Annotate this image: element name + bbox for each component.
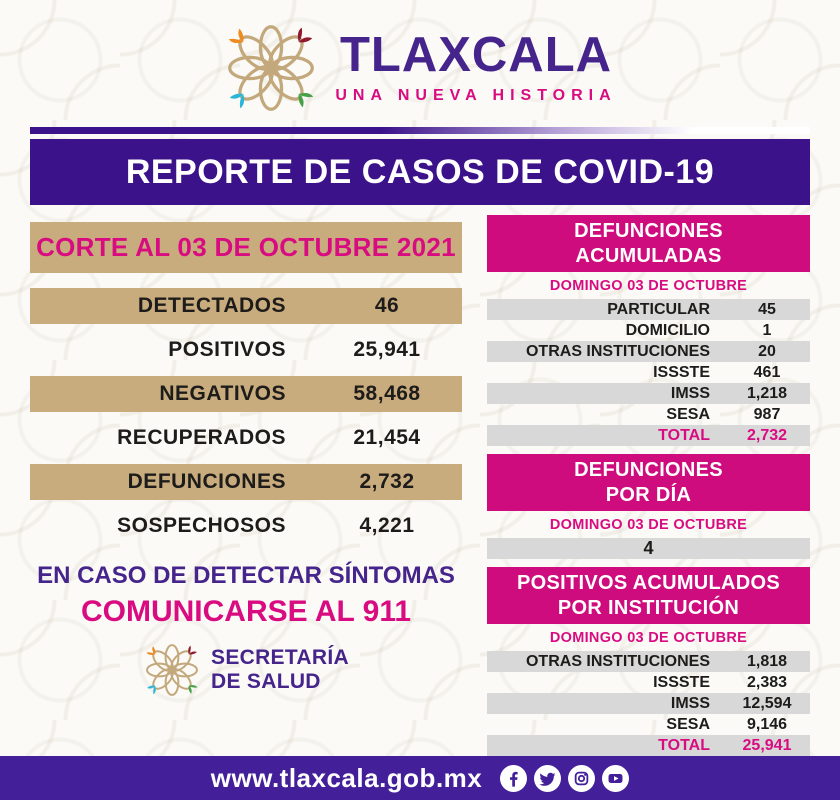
section-banner-positivos-acumulados: POSITIVOS ACUMULADOS POR INSTITUCIÓN	[487, 567, 810, 624]
table-row: IMSS 12,594	[487, 693, 810, 714]
gradient-stripe	[30, 127, 810, 134]
row-label: IMSS	[670, 384, 710, 402]
section-banner-defunciones-acumuladas: DEFUNCIONES ACUMULADAS	[487, 215, 810, 272]
footer-bar: www.tlaxcala.gob.mx	[0, 756, 840, 800]
logo-tagline: UNA NUEVA HISTORIA	[335, 87, 617, 104]
report-title: REPORTE DE CASOS DE COVID-19	[125, 152, 715, 191]
row-value: 2,732	[746, 426, 788, 444]
cutoff-date-label: CORTE AL 03 DE OCTUBRE 2021	[36, 232, 456, 262]
row-label: PARTICULAR	[607, 300, 710, 318]
row-value: 12,594	[742, 694, 792, 712]
row-value: 25,941	[742, 736, 792, 754]
section-title-line: POR INSTITUCIÓN	[557, 596, 740, 619]
instagram-icon[interactable]	[568, 764, 596, 792]
table-row: ISSSTE 2,383	[487, 672, 810, 693]
youtube-icon[interactable]	[602, 764, 630, 792]
section-date: DOMINGO 03 DE OCTUBRE	[549, 517, 748, 533]
table-row: OTRAS INSTITUCIONES 1,818	[487, 651, 810, 672]
row-value: 45	[758, 300, 776, 318]
row-label: SESA	[666, 405, 710, 423]
table-row: DEFUNCIONES 2,732	[30, 464, 462, 500]
stat-value: 2,732	[359, 470, 415, 493]
table-row: SOSPECHOSOS 4,221	[30, 508, 462, 544]
row-value: 9,146	[746, 715, 788, 733]
table-row: OTRAS INSTITUCIONES 20	[487, 341, 810, 362]
table-row: SESA 987	[487, 404, 810, 425]
row-label: ISSSTE	[653, 673, 710, 691]
table-row: DETECTADOS 46	[30, 288, 462, 324]
defunciones-acumuladas-table: PARTICULAR 45 DOMICILIO 1 OTRAS INSTITUC…	[487, 299, 810, 446]
section-date: DOMINGO 03 DE OCTUBRE	[549, 630, 748, 646]
stat-value: 21,454	[353, 426, 421, 449]
table-row: DOMICILIO 1	[487, 320, 810, 341]
right-panel: DEFUNCIONES ACUMULADAS DOMINGO 03 DE OCT…	[487, 215, 810, 756]
stat-label: DETECTADOS	[137, 294, 286, 317]
stat-label: NEGATIVOS	[159, 382, 286, 405]
row-label: ISSSTE	[653, 363, 710, 381]
report-title-banner: REPORTE DE CASOS DE COVID-19	[30, 139, 810, 205]
stat-value: 25,941	[353, 338, 421, 361]
section-title-line: POR DÍA	[605, 483, 692, 506]
stat-label: DEFUNCIONES	[127, 470, 286, 493]
stat-label: RECUPERADOS	[117, 426, 286, 449]
stat-value: 4,221	[359, 514, 415, 537]
row-value: 2,383	[746, 673, 788, 691]
tlaxcala-flower-icon	[228, 25, 315, 111]
row-label: OTRAS INSTITUCIONES	[525, 652, 710, 670]
section-banner-defunciones-por-dia: DEFUNCIONES POR DÍA	[487, 454, 810, 511]
table-row: POSITIVOS 25,941	[30, 332, 462, 368]
website-link[interactable]: www.tlaxcala.gob.mx	[210, 762, 483, 793]
cutoff-date-banner: CORTE AL 03 DE OCTUBRE 2021	[30, 222, 462, 273]
logo-text: TLAXCALA UNA NUEVA HISTORIA	[335, 31, 616, 105]
left-panel: CORTE AL 03 DE OCTUBRE 2021 DETECTADOS 4…	[30, 222, 462, 699]
section-title-line: POSITIVOS ACUMULADOS	[516, 571, 781, 594]
social-icons	[500, 764, 630, 792]
health-ministry-line1: SECRETARÍA	[211, 645, 349, 669]
table-row: ISSSTE 461	[487, 362, 810, 383]
row-label: DOMICILIO	[625, 321, 710, 339]
call-911-notice: COMUNICARSE AL 911	[80, 595, 412, 628]
table-row-total: TOTAL 25,941	[487, 735, 810, 756]
stat-value: 46	[374, 294, 400, 317]
row-value: 1	[762, 321, 772, 339]
row-value: 987	[753, 405, 781, 423]
table-row: SESA 9,146	[487, 714, 810, 735]
row-label: SESA	[666, 715, 710, 733]
row-value: 1,218	[746, 384, 788, 402]
row-label: IMSS	[670, 694, 710, 712]
stat-value: 58,468	[353, 382, 421, 405]
table-row-total: TOTAL 2,732	[487, 425, 810, 446]
table-row: RECUPERADOS 21,454	[30, 420, 462, 456]
section-title-line: DEFUNCIONES	[574, 219, 723, 242]
section-title-line: DEFUNCIONES	[574, 458, 723, 481]
section-date: DOMINGO 03 DE OCTUBRE	[549, 278, 748, 294]
stat-label: POSITIVOS	[168, 338, 286, 361]
stats-table: DETECTADOS 46 POSITIVOS 25,941 NEGATIVOS…	[30, 288, 462, 544]
stat-label: SOSPECHOSOS	[117, 514, 286, 537]
header: TLAXCALA UNA NUEVA HISTORIA	[0, 14, 840, 122]
positivos-acumulados-table: OTRAS INSTITUCIONES 1,818 ISSSTE 2,383 I…	[487, 651, 810, 756]
table-row: PARTICULAR 45	[487, 299, 810, 320]
symptoms-notice: EN CASO DE DETECTAR SÍNTOMAS	[37, 562, 455, 589]
table-row: IMSS 1,218	[487, 383, 810, 404]
salud-flower-icon	[146, 644, 198, 696]
table-row: NEGATIVOS 58,468	[30, 376, 462, 412]
row-value: 1,818	[746, 652, 788, 670]
row-label: OTRAS INSTITUCIONES	[525, 342, 710, 360]
row-value: 20	[758, 342, 776, 360]
health-ministry-line2: DE SALUD	[211, 670, 321, 693]
row-label: TOTAL	[658, 426, 710, 444]
health-ministry-name: SECRETARÍA DE SALUD	[211, 646, 349, 694]
logo-title: TLAXCALA	[339, 28, 613, 82]
defunciones-por-dia-value: 4	[487, 538, 810, 559]
row-value: 461	[753, 363, 781, 381]
section-title-line: ACUMULADAS	[575, 244, 722, 267]
health-ministry-logo: SECRETARÍA DE SALUD	[30, 641, 462, 699]
twitter-icon[interactable]	[534, 764, 562, 792]
row-label: TOTAL	[658, 736, 710, 754]
facebook-icon[interactable]	[500, 764, 528, 792]
